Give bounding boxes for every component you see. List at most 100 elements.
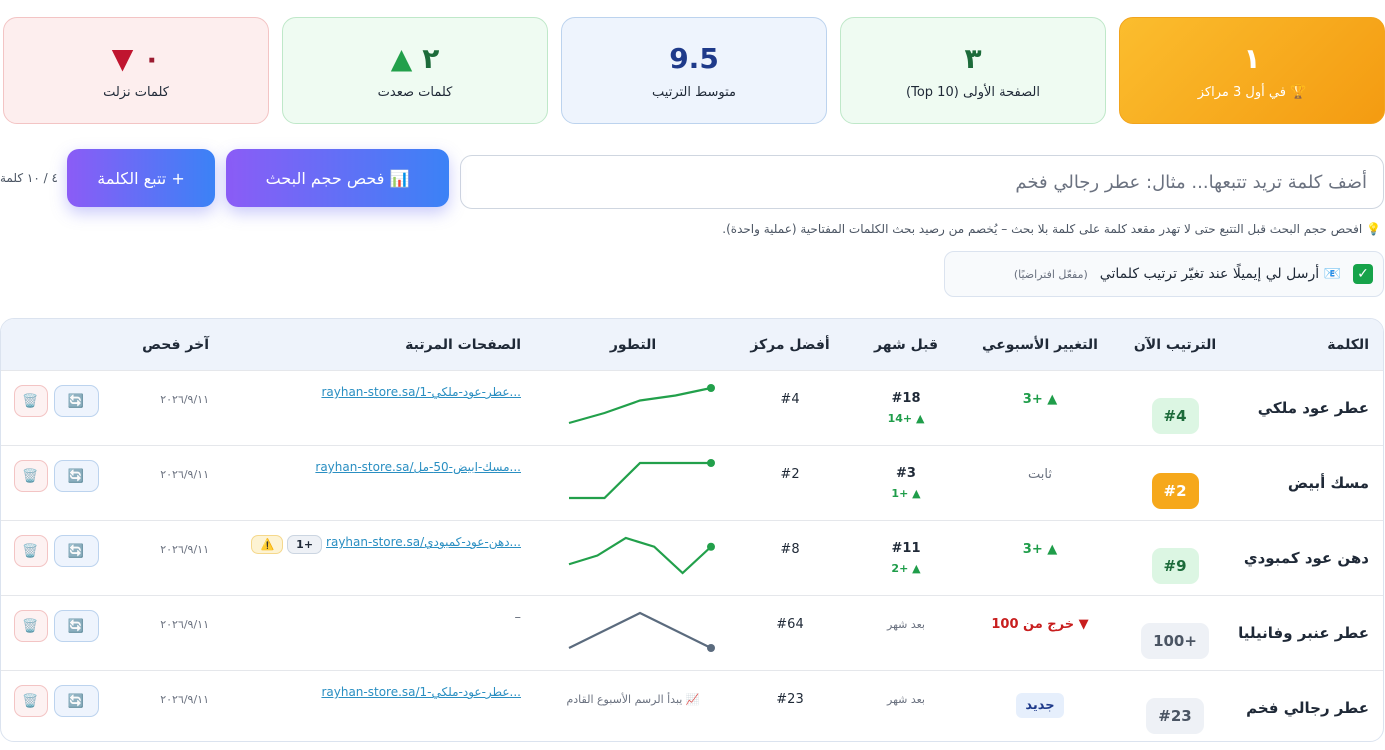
stat-value: 9.5 xyxy=(669,41,719,75)
keyword: عطر رجالي فخم xyxy=(1246,699,1369,717)
cell: ٢٠٢٦/٩/١١ xyxy=(111,371,221,445)
rank-badge: #2 xyxy=(1151,473,1199,509)
stat-value-wrap: ٣ xyxy=(964,42,981,75)
stat-value: ٠ xyxy=(143,41,161,75)
page-extra: +1 xyxy=(287,535,323,554)
rank-badge: #23 xyxy=(1146,698,1204,734)
cell: rayhan-store.sa/1-عطر-عود-ملكي... xyxy=(221,371,533,445)
cell: ثابت xyxy=(965,446,1115,520)
last-check: ٢٠٢٦/٩/١١ xyxy=(160,692,209,706)
trend-end xyxy=(707,459,715,467)
month-delta: ▲ +14 xyxy=(887,412,925,425)
stat-value-wrap: ٢ ▲ xyxy=(391,42,440,75)
delete-button[interactable]: 🗑️ xyxy=(13,385,48,417)
cell: #9 xyxy=(1115,521,1235,595)
cell: #2 xyxy=(1115,446,1235,520)
cell: rayhan-store.sa/دهن-عود-كمبودي... +1 ⚠️ xyxy=(221,521,533,595)
stat-label: كلمات صعدت xyxy=(377,84,453,100)
month-delta: ▲ +1 xyxy=(891,487,921,500)
cell: #4 xyxy=(1115,371,1235,445)
best-rank: #23 xyxy=(776,691,804,707)
table-row: عطر عنبر وفانيليا +100 ▼ خرج من 100 بعد شهر… xyxy=(1,596,1383,671)
hint: 💡 افحص حجم البحث قبل التتبع حتى لا تهدر … xyxy=(722,222,1381,236)
cell: #23 xyxy=(733,671,847,741)
cell: #8 xyxy=(733,521,847,595)
stat-label: متوسط الترتيب xyxy=(652,84,736,100)
trend-note: 📈 يبدأ الرسم الأسبوع القادم xyxy=(566,692,700,706)
cell: ٢٠٢٦/٩/١١ xyxy=(111,521,221,595)
last-check: ٢٠٢٦/٩/١١ xyxy=(160,392,209,406)
email-toggle: ✓ 📧 أرسل لي إيميلًا عند تغيّر ترتيب كلما… xyxy=(944,251,1384,297)
header-cell: آخر فحص xyxy=(142,336,209,353)
cell: rayhan-store.sa/مسك-ابيض-50-مل... xyxy=(221,446,533,520)
cell: #18 ▲ +14 xyxy=(847,371,965,445)
header-cell: أفضل مركز xyxy=(750,336,830,353)
cell: عطر عود ملكي xyxy=(1235,371,1383,445)
delete-button[interactable]: 🗑️ xyxy=(13,535,48,567)
weekly-change: ▲ +3 xyxy=(1022,391,1058,407)
trend-line xyxy=(568,536,712,575)
month-delta: ▲ +2 xyxy=(891,562,921,575)
rank-badge: +100 xyxy=(1141,623,1209,659)
header-cell: الكلمة xyxy=(1327,336,1369,353)
stat-card: ٠ ▼ كلمات نزلت xyxy=(3,17,269,124)
cell: #2 xyxy=(733,446,847,520)
cell: – xyxy=(221,596,533,670)
stat-value-wrap: 9.5 xyxy=(669,42,719,75)
header-cell: التطور xyxy=(609,336,657,353)
ranked-page[interactable]: rayhan-store.sa/مسك-ابيض-50-مل... xyxy=(315,460,521,474)
cell: ٢٠٢٦/٩/١١ xyxy=(111,596,221,670)
cell xyxy=(533,521,733,595)
refresh-button[interactable]: 🔄 xyxy=(53,610,99,642)
keyword: دهن عود كمبودي xyxy=(1243,549,1369,567)
cell xyxy=(533,371,733,445)
stat-card: ٣ الصفحة الأولى (Top 10) xyxy=(840,17,1106,124)
track-button[interactable]: + تتبع الكلمة xyxy=(67,149,215,207)
stat-icon: ▲ xyxy=(390,41,413,75)
rank-badge: #4 xyxy=(1151,398,1199,434)
checkbox[interactable]: ✓ xyxy=(1353,264,1373,284)
header-cell: قبل شهر xyxy=(874,336,938,353)
cell xyxy=(533,596,733,670)
email-note: (مفعّل افتراضيًا) xyxy=(1013,267,1088,281)
cell: rayhan-store.sa/1-عطر-عود-ملكي... xyxy=(221,671,533,741)
ranked-page[interactable]: rayhan-store.sa/دهن-عود-كمبودي... xyxy=(326,535,521,549)
stat-card: ١ 🏆 في أول 3 مراكز xyxy=(1119,17,1385,124)
last-check: ٢٠٢٦/٩/١١ xyxy=(160,617,209,631)
counter: ٤ / ١٠ كلمة xyxy=(0,171,58,185)
best-rank: #8 xyxy=(780,541,800,557)
delete-button[interactable]: 🗑️ xyxy=(13,685,48,717)
keyword: عطر عود ملكي xyxy=(1257,399,1369,417)
table-row: دهن عود كمبودي #9 ▲ +3 #11 ▲ +2 #8 rayhan-stor… xyxy=(1,521,1383,596)
cell: دهن عود كمبودي xyxy=(1235,521,1383,595)
refresh-button[interactable]: 🔄 xyxy=(53,685,99,717)
table-header: الكلمة الترتيب الآن التغيير الأسبوعي قبل شه… xyxy=(1,319,1383,371)
ranked-page[interactable]: rayhan-store.sa/1-عطر-عود-ملكي... xyxy=(321,685,521,699)
cell: 🔄 🗑️ xyxy=(1,671,111,741)
header-cell: الصفحات المرتبة xyxy=(405,336,521,353)
ranked-page[interactable]: rayhan-store.sa/1-عطر-عود-ملكي... xyxy=(321,385,521,399)
keyword-input[interactable]: أضف كلمة تريد تتبعها... مثال: عطر رجالي … xyxy=(460,155,1384,209)
refresh-button[interactable]: 🔄 xyxy=(53,385,99,417)
delete-button[interactable]: 🗑️ xyxy=(13,460,48,492)
cell: ٢٠٢٦/٩/١١ xyxy=(111,671,221,741)
refresh-button[interactable]: 🔄 xyxy=(53,535,99,567)
delete-button[interactable]: 🗑️ xyxy=(13,610,48,642)
cell: عطر عنبر وفانيليا xyxy=(1235,596,1383,670)
month-ago: بعد شهر xyxy=(887,617,925,631)
sparkline xyxy=(568,536,715,575)
stat-value: ٣ xyxy=(964,41,982,75)
refresh-button[interactable]: 🔄 xyxy=(53,460,99,492)
keywords-table: الكلمة الترتيب الآن التغيير الأسبوعي قبل شه… xyxy=(0,318,1384,742)
cell: #3 ▲ +1 xyxy=(847,446,965,520)
sparkline xyxy=(568,611,715,652)
rank-badge: #9 xyxy=(1151,548,1199,584)
cell: ▼ خرج من 100 xyxy=(965,596,1115,670)
cell: #4 xyxy=(733,371,847,445)
month-ago: #3 xyxy=(896,466,916,481)
check-volume-button[interactable]: 📊 فحص حجم البحث xyxy=(226,149,449,207)
cell: #11 ▲ +2 xyxy=(847,521,965,595)
last-check: ٢٠٢٦/٩/١١ xyxy=(160,542,209,556)
stat-card: ٢ ▲ كلمات صعدت xyxy=(282,17,548,124)
keyword: مسك أبيض xyxy=(1287,474,1369,492)
